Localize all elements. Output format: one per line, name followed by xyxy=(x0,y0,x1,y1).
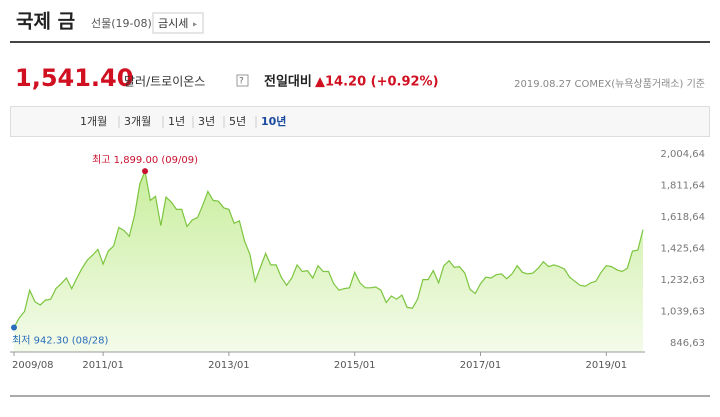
subtitle: 선물(19-08) xyxy=(91,17,152,30)
tab-bar xyxy=(10,106,710,137)
price: 1,541.40 xyxy=(15,64,133,92)
y-tick-label: 846,63 xyxy=(670,338,705,349)
area xyxy=(14,171,643,352)
high-label: 최고 1,899.00 (09/09) xyxy=(92,154,198,166)
tab[interactable]: 5년 xyxy=(229,115,246,128)
button-arrow: ▸ xyxy=(193,20,197,29)
y-tick-label: 1,039,63 xyxy=(660,307,705,318)
y-tick-label: 1,811,64 xyxy=(660,180,705,191)
header-rule xyxy=(10,41,710,43)
change-label: 전일대비 xyxy=(264,74,312,90)
help-box[interactable] xyxy=(236,74,249,87)
line xyxy=(13,169,644,328)
y-tick-label: 1,232,63 xyxy=(660,275,705,286)
x-tick-label: 2017/01 xyxy=(460,360,502,371)
x-tick-label: 2019/01 xyxy=(586,360,628,371)
tab[interactable]: 3년 xyxy=(198,115,215,128)
y-tick-label: 1,425,64 xyxy=(660,243,705,254)
tab[interactable]: 10년 xyxy=(261,114,286,128)
x-tick-label: 2013/01 xyxy=(208,360,250,371)
y-tick-label: 1,618,64 xyxy=(660,212,705,223)
low-label: 최저 942.30 (08/28) xyxy=(12,334,108,346)
y-tick-label: 2,004,64 xyxy=(660,149,705,160)
x-tick-label: 2011/01 xyxy=(82,360,124,371)
unit: 달러/트로이온스 xyxy=(124,75,205,89)
change: ▲14.20 (+0.92%) xyxy=(315,75,439,90)
help[interactable]: ? xyxy=(239,77,244,87)
tab[interactable]: 1년 xyxy=(168,115,185,128)
tab[interactable]: 3개월 xyxy=(124,115,151,128)
low-marker xyxy=(11,324,17,331)
title: 국제 금 xyxy=(16,11,75,33)
source: 2019.08.27 COMEX(뉴욕상품거래소) 기준 xyxy=(514,78,705,90)
x-tick-label: 2015/01 xyxy=(334,360,376,371)
high-marker xyxy=(142,168,149,175)
button[interactable]: 금시세 xyxy=(158,17,188,30)
x-tick-label: 2009/08 xyxy=(12,360,54,371)
tab[interactable]: 1개월 xyxy=(80,115,107,128)
button-box[interactable] xyxy=(152,12,204,34)
